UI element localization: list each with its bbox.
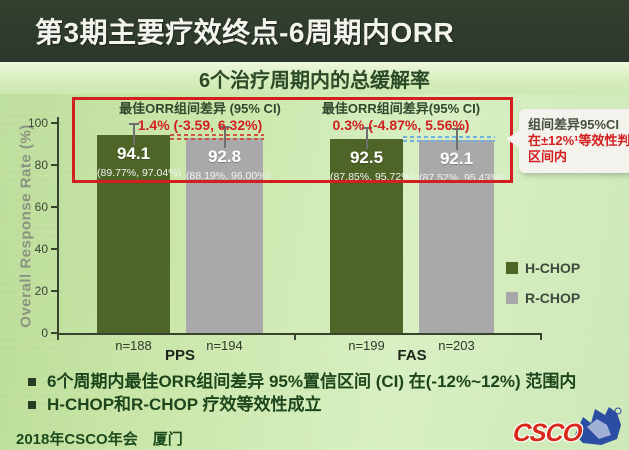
legend-swatch-hchop — [506, 262, 518, 274]
y-tick-label: 100 — [27, 116, 48, 130]
bullet-item: H-CHOP和R-CHOP 疗效等效性成立 — [28, 394, 613, 415]
legend-item-hchop: H-CHOP — [506, 260, 580, 276]
bar-value: 92.8 — [207, 147, 242, 166]
annotation-value: 1.4% (-3.59, 6.32%) — [137, 117, 263, 133]
bullet-item: 6个周期内最佳ORR组间差异 95%置信区间 (CI) 在(-12%~12%) … — [28, 371, 613, 392]
legend-label: R-CHOP — [525, 290, 581, 306]
annotation-pps: 最佳ORR组间差异 (95% CI) 1.4% (-3.59, 6.32%) — [85, 101, 315, 133]
bar-value: 94.1 — [116, 144, 151, 163]
csco-logo: CSCO — [505, 405, 625, 450]
x-tick — [57, 334, 59, 340]
x-tick — [294, 334, 296, 340]
y-tick-label: 20 — [34, 284, 48, 298]
n-label-rchop-fas: n=203 — [438, 338, 475, 353]
slide-title: 第3期主要疗效终点-6周期内ORR — [35, 17, 455, 48]
annotation-value: 0.3% (-4.87%, 5.56%) — [332, 117, 470, 133]
bar-rchop-pps: 92.8 (88.19%, 96.00%) — [186, 126, 271, 333]
dashed-connector-pps — [170, 134, 264, 140]
annotation-label: 最佳ORR组间差异(95% CI) — [321, 101, 481, 116]
bullet-text: 6个周期内最佳ORR组间差异 95%置信区间 (CI) 在(-12%~12%) … — [47, 372, 577, 391]
annotation-label: 最佳ORR组间差异 (95% CI) — [119, 101, 281, 116]
bar-value: 92.5 — [349, 148, 384, 167]
bar-hchop-pps: 94.1 (89.77%, 97.04%) — [97, 123, 182, 333]
y-tick-label: 60 — [34, 200, 48, 214]
callout-line3: 区间内 — [528, 149, 568, 164]
n-label-rchop-pps: n=194 — [206, 338, 243, 353]
n-label-hchop-pps: n=188 — [115, 338, 152, 353]
chart-title-band: 6个治疗周期内的总缓解率 — [0, 62, 629, 94]
x-axis-line — [57, 333, 542, 335]
equivalence-callout: 组间差异95%CI 在±12%¹等效性判定 区间内 — [506, 109, 629, 173]
y-tick-label: 0 — [41, 326, 48, 340]
y-tick — [51, 164, 58, 166]
bar-confidence-interval: (89.77%, 97.04%) — [97, 167, 182, 179]
legend: H-CHOP R-CHOP — [506, 260, 580, 306]
callout-arrow-icon — [506, 130, 520, 148]
bar-hchop-fas: 92.5 (87.85%, 95.72%) — [330, 127, 414, 333]
error-bar-icon — [128, 123, 139, 145]
footer-conference-info: 2018年CSCO年会 厦门 — [16, 431, 183, 448]
x-tick — [540, 334, 542, 340]
y-tick-label: 40 — [34, 242, 48, 256]
group-label-fas: FAS — [397, 347, 427, 364]
bar-rchop-fas: 92.1 (87.52%, 95.43%) — [419, 128, 503, 333]
y-tick — [51, 206, 58, 208]
y-axis-line — [57, 117, 59, 334]
error-bar-icon — [361, 127, 372, 149]
legend-label: H-CHOP — [525, 260, 581, 276]
callout-line2: 在±12%¹等效性判定 — [528, 133, 629, 148]
y-tick — [51, 290, 58, 292]
legend-swatch-rchop — [506, 292, 518, 304]
legend-item-rchop: R-CHOP — [506, 290, 580, 306]
annotation-fas: 最佳ORR组间差异(95% CI) 0.3% (-4.87%, 5.56%) — [286, 101, 516, 133]
y-tick — [51, 332, 58, 334]
bar-confidence-interval: (88.19%, 96.00%) — [186, 170, 271, 182]
group-label-pps: PPS — [164, 347, 195, 364]
n-label-hchop-fas: n=199 — [348, 338, 385, 353]
y-tick — [51, 248, 58, 250]
slide-title-banner: 第3期主要疗效终点-6周期内ORR — [0, 0, 629, 62]
chart-title: 6个治疗周期内的总缓解率 — [198, 69, 431, 92]
y-tick-label: 80 — [34, 158, 48, 172]
bullet-square-icon — [28, 401, 36, 409]
dashed-connector-fas — [403, 136, 495, 142]
bullet-text: H-CHOP和R-CHOP 疗效等效性成立 — [47, 395, 322, 414]
csco-logo-graphic — [575, 407, 622, 445]
bar-value: 92.1 — [439, 149, 474, 168]
csco-logo-text: CSCO — [511, 419, 583, 447]
conclusion-bullets: 6个周期内最佳ORR组间差异 95%置信区间 (CI) 在(-12%~12%) … — [28, 371, 613, 417]
y-tick — [51, 122, 58, 124]
bullet-square-icon — [28, 378, 36, 386]
callout-line1: 组间差异95%CI — [528, 117, 620, 132]
